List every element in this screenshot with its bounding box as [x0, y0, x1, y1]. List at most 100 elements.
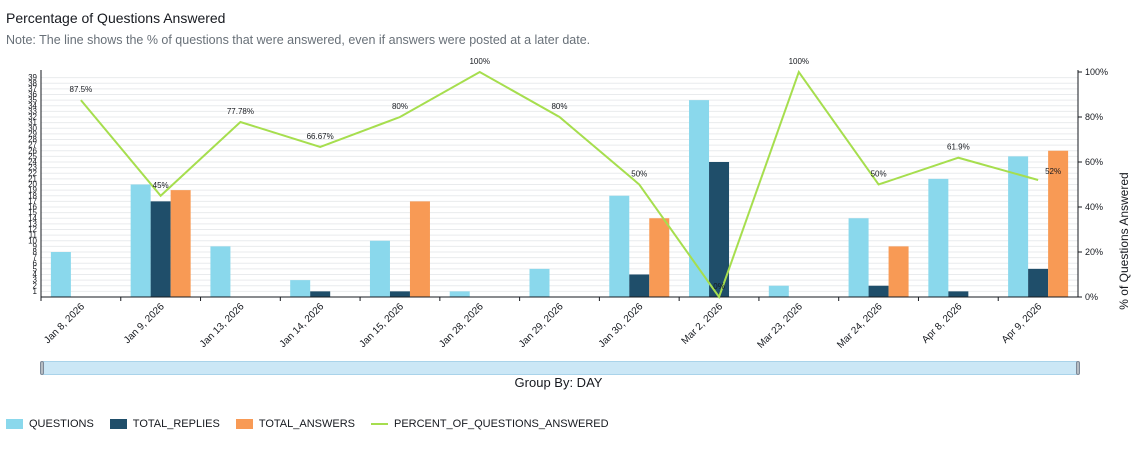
x-tick-11: Apr 8, 2026 [920, 301, 965, 346]
y-tick-16: 17 [28, 197, 37, 206]
bars [50, 100, 1069, 297]
bar-total-replies-1 [150, 201, 171, 297]
y-tick-2: 3 [33, 276, 38, 285]
legend-item-percent-answered[interactable]: PERCENT_OF_QUESTIONS_ANSWERED [371, 418, 609, 430]
point-label-5: 100% [469, 57, 489, 66]
x-tick-6: Jan 29, 2026 [517, 301, 566, 350]
point-label-12: 52% [1045, 167, 1061, 176]
point-label-1: 45% [153, 181, 169, 190]
bar-questions-7 [609, 195, 630, 297]
bar-total-replies-12 [1028, 268, 1049, 297]
point-label-0: 87.5% [70, 85, 93, 94]
bar-total-answers-4 [409, 201, 430, 297]
bar-questions-9 [768, 285, 789, 297]
legend: QUESTIONS TOTAL_REPLIES TOTAL_ANSWERS PE… [6, 418, 609, 430]
y-tick-29: 30 [28, 124, 37, 133]
y-tick-23: 24 [28, 158, 37, 167]
y-tick-8: 9 [33, 242, 38, 251]
legend-item-total-replies[interactable]: TOTAL_REPLIES [109, 418, 220, 430]
y-tick-12: 13 [28, 219, 37, 228]
bar-total-replies-10 [868, 285, 889, 297]
point-label-2: 77.78% [227, 107, 254, 116]
legend-label-total-replies: TOTAL_REPLIES [132, 418, 220, 430]
bar-questions-8 [689, 100, 710, 297]
y-tick-24: 25 [28, 152, 37, 161]
y-tick-21: 22 [28, 169, 37, 178]
y-tick-28: 29 [28, 129, 37, 138]
y-tick-33: 34 [28, 101, 37, 110]
bar-total-answers-10 [888, 246, 909, 297]
point-label-11: 61.9% [947, 143, 970, 152]
legend-swatch-total-replies [109, 419, 127, 429]
x-axis-ticks: Jan 8, 2026 Jan 9, 2026 Jan 13, 2026 Jan 14… [40, 297, 1045, 351]
bar-total-answers-7 [649, 218, 670, 297]
y2-tick-0: 0% [1085, 292, 1098, 302]
point-label-6: 80% [551, 102, 567, 111]
y-tick-35: 36 [28, 90, 37, 99]
x-tick-3: Jan 14, 2026 [278, 301, 327, 350]
y2-tick-2: 40% [1085, 202, 1103, 212]
y-tick-9: 10 [28, 236, 37, 245]
y2-tick-3: 60% [1085, 157, 1103, 167]
bar-questions-1 [130, 184, 151, 297]
x-tick-10: Mar 24, 2026 [835, 301, 885, 351]
y-tick-15: 16 [28, 203, 37, 212]
legend-label-questions: QUESTIONS [29, 418, 94, 430]
range-scrollbar[interactable] [40, 361, 1080, 375]
y-tick-4: 5 [33, 264, 38, 273]
legend-item-total-answers[interactable]: TOTAL_ANSWERS [235, 418, 355, 430]
y-tick-32: 33 [28, 107, 37, 116]
range-handle-right[interactable] [1076, 361, 1080, 375]
y-tick-11: 12 [28, 225, 37, 234]
y-tick-26: 27 [28, 141, 37, 150]
legend-item-questions[interactable]: QUESTIONS [6, 418, 94, 430]
y2-tick-5: 100% [1085, 67, 1108, 77]
y-tick-27: 28 [28, 135, 37, 144]
y-tick-6: 7 [33, 253, 38, 262]
bar-total-replies-11 [948, 291, 969, 297]
legend-label-total-answers: TOTAL_ANSWERS [258, 418, 355, 430]
point-label-10: 50% [871, 170, 887, 179]
bar-questions-10 [848, 218, 869, 297]
y-tick-10: 11 [29, 231, 38, 240]
x-tick-8: Mar 2, 2026 [680, 301, 726, 347]
bar-questions-5 [449, 291, 470, 297]
legend-label-percent-answered: PERCENT_OF_QUESTIONS_ANSWERED [394, 418, 609, 430]
point-label-4: 80% [392, 102, 408, 111]
bar-questions-0 [50, 252, 71, 297]
point-label-3: 66.67% [307, 132, 334, 141]
range-handle-left[interactable] [40, 361, 44, 375]
y-tick-37: 38 [28, 79, 37, 88]
legend-swatch-questions [6, 419, 23, 429]
y-tick-0: 1 [33, 287, 38, 296]
bar-total-answers-12 [1048, 150, 1069, 297]
point-label-9: 100% [789, 57, 809, 66]
chart-title: Percentage of Questions Answered [6, 10, 226, 26]
y-tick-18: 19 [28, 186, 37, 195]
y-axis-ticks: 1234567891011121314151617181920212223242… [28, 73, 37, 296]
y2-tick-4: 80% [1085, 112, 1103, 122]
point-label-7: 50% [631, 170, 647, 179]
bar-questions-11 [928, 178, 949, 297]
y-tick-19: 20 [28, 180, 37, 189]
y-tick-14: 15 [28, 208, 37, 217]
axes [40, 70, 1079, 298]
x-tick-0: Jan 8, 2026 [42, 301, 87, 346]
point-label-8: 0% [713, 282, 725, 291]
x-tick-1: Jan 9, 2026 [122, 301, 167, 346]
y-tick-31: 32 [28, 113, 37, 122]
bar-questions-12 [1008, 156, 1029, 297]
y-tick-22: 23 [28, 163, 37, 172]
percent-line-path [80, 69, 1039, 300]
bar-total-replies-3 [310, 291, 331, 297]
y-tick-7: 8 [33, 248, 38, 257]
y-tick-3: 4 [33, 270, 38, 279]
percent-line [80, 69, 1039, 300]
x-tick-4: Jan 15, 2026 [357, 301, 406, 350]
y-tick-38: 39 [28, 73, 37, 82]
y-tick-36: 37 [28, 84, 37, 93]
bar-total-replies-8 [709, 162, 730, 297]
x-tick-7: Jan 30, 2026 [597, 301, 646, 350]
y-tick-17: 18 [28, 191, 37, 200]
bar-questions-4 [369, 240, 390, 297]
